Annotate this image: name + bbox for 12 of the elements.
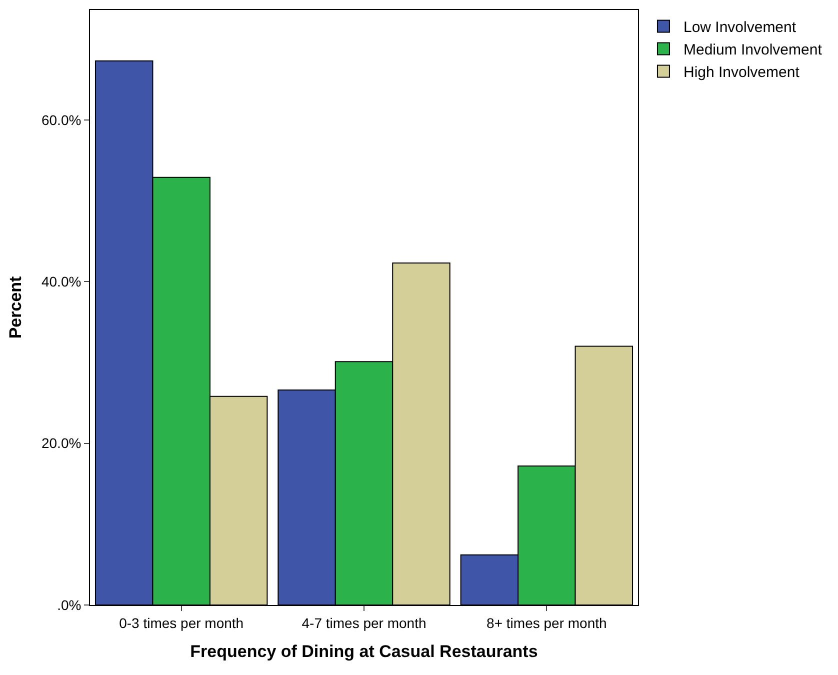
y-tick-label: .0% [57, 596, 82, 613]
x-tick-label: 8+ times per month [486, 614, 607, 631]
x-tick-label: 0-3 times per month [119, 614, 244, 631]
y-tick-label: 20.0% [41, 435, 82, 452]
legend-label: Medium Involvement [683, 42, 823, 59]
x-tick-label: 4-7 times per month [302, 614, 426, 631]
y-tick-label: 40.0% [41, 274, 82, 290]
legend-label: High Involvement [683, 64, 800, 82]
legend-label: Low Involvement [683, 19, 797, 36]
y-axis-title: Percent [6, 276, 26, 339]
x-axis-title: Frequency of Dining at Casual Restaurants [190, 642, 538, 662]
y-tick-label: 60.0% [41, 112, 82, 128]
